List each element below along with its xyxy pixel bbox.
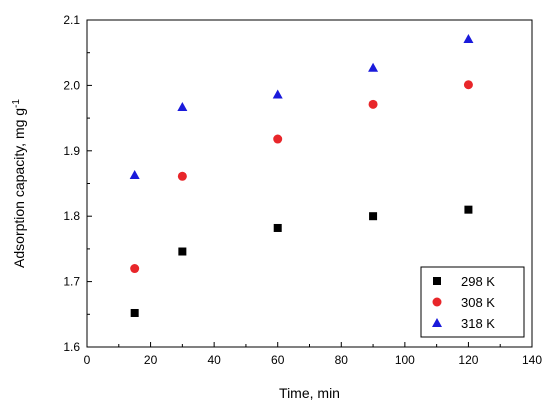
x-tick-label: 0 xyxy=(84,353,91,367)
series-circle xyxy=(130,80,473,274)
x-axis-label: Time, min xyxy=(279,385,340,401)
data-point-circle xyxy=(130,264,140,274)
data-point-square xyxy=(178,247,187,256)
y-tick-label: 1.6 xyxy=(63,340,80,354)
data-point-triangle xyxy=(129,169,140,179)
data-point-triangle xyxy=(368,62,379,72)
y-tick-label: 1.7 xyxy=(63,275,80,289)
data-point-square xyxy=(273,223,282,232)
legend-label: 318 K xyxy=(461,316,495,331)
y-tick-label: 1.8 xyxy=(63,209,80,223)
x-tick-label: 100 xyxy=(395,353,415,367)
data-point-square xyxy=(464,205,473,214)
legend-label: 298 K xyxy=(461,274,495,289)
series-square xyxy=(130,205,473,317)
plot-frame xyxy=(86,19,533,348)
x-tick-label: 40 xyxy=(207,353,221,367)
x-tick-label: 20 xyxy=(144,353,158,367)
y-tick-label: 1.9 xyxy=(63,144,80,158)
x-tick-label: 60 xyxy=(271,353,285,367)
data-points xyxy=(129,33,474,317)
data-point-circle xyxy=(177,171,187,181)
y-axis-label-main: Adsorption capacity, mg g xyxy=(11,108,27,268)
data-point-triangle xyxy=(272,89,283,99)
x-tick-label: 120 xyxy=(458,353,478,367)
y-tick-label: 2.0 xyxy=(63,78,80,92)
data-point-circle xyxy=(368,99,378,109)
data-point-circle xyxy=(273,134,283,144)
legend-marker-square xyxy=(433,277,441,285)
x-tick-label: 80 xyxy=(335,353,349,367)
legend-label: 308 K xyxy=(461,295,495,310)
legend-marker-circle xyxy=(432,297,442,307)
tick-labels: 0 20 40 60 80 100 120 140 1.6 1.7 1.8 1.9 2.0 2.1 xyxy=(63,13,542,367)
x-tick-label: 140 xyxy=(522,353,542,367)
data-point-triangle xyxy=(177,101,188,111)
legend-marker-triangle xyxy=(432,318,442,327)
series-triangle xyxy=(129,33,474,179)
legend: 298 K 308 K 318 K xyxy=(420,266,525,338)
y-tick-label: 2.1 xyxy=(63,13,80,27)
data-point-square xyxy=(130,308,139,317)
data-point-triangle xyxy=(463,33,474,43)
data-point-square xyxy=(369,212,378,221)
y-axis-label-superscript: -1 xyxy=(11,99,22,108)
y-axis-label: Adsorption capacity, mg g-1 xyxy=(11,99,27,268)
data-point-circle xyxy=(463,80,473,90)
